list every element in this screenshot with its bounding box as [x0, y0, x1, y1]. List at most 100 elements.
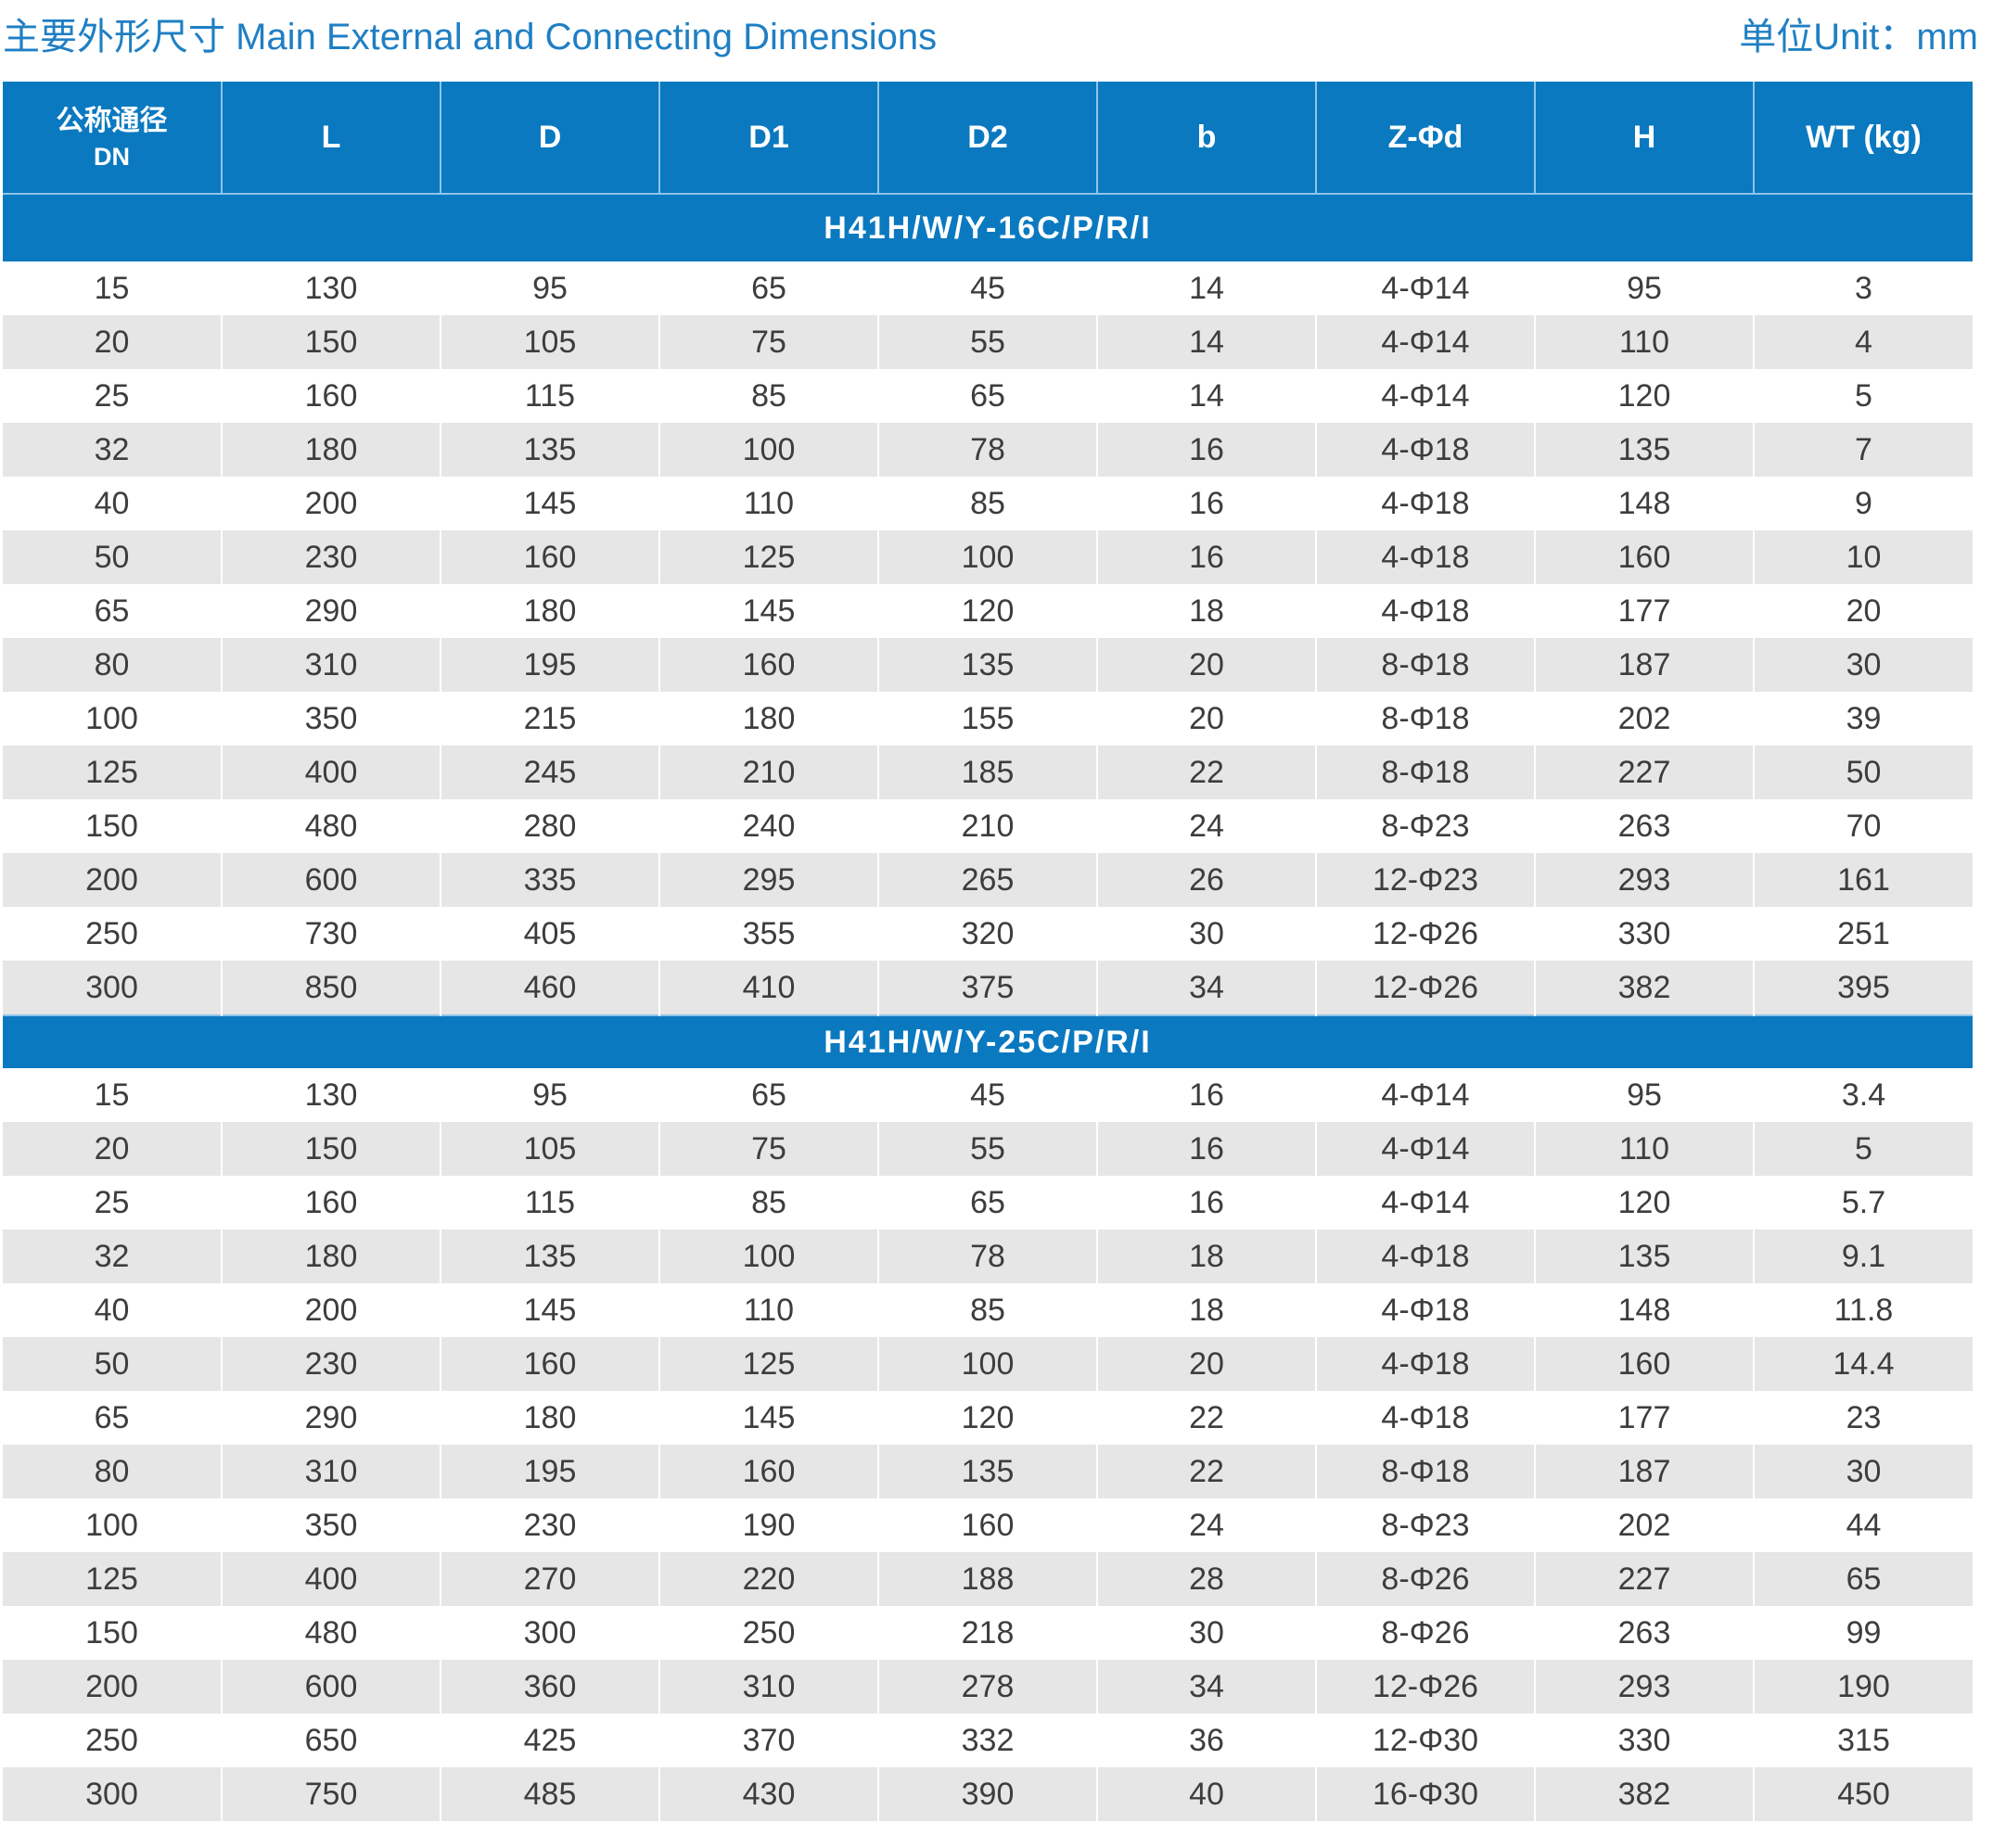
- cell-d2: 78: [877, 1230, 1097, 1283]
- cell-dn: 300: [3, 961, 222, 1015]
- cell-d: 460: [440, 961, 659, 1015]
- cell-d2: 120: [877, 1391, 1097, 1445]
- cell-dn: 80: [3, 638, 222, 692]
- cell-z-phi-d: 8-Φ18: [1315, 1445, 1535, 1498]
- cell-d1: 220: [658, 1552, 878, 1606]
- cell-wt: 30: [1753, 1445, 1973, 1498]
- cell-d2: 375: [877, 961, 1097, 1015]
- cell-wt: 3: [1753, 261, 1973, 315]
- cell-h: 95: [1534, 1068, 1754, 1122]
- cell-d2: 210: [877, 799, 1097, 853]
- cell-l: 400: [221, 1552, 441, 1606]
- cell-l: 310: [221, 638, 441, 692]
- cell-d1: 355: [658, 907, 878, 961]
- cell-h: 110: [1534, 315, 1754, 369]
- cell-dn: 100: [3, 1498, 222, 1552]
- cell-d: 245: [440, 746, 659, 799]
- cell-d2: 45: [877, 261, 1097, 315]
- cell-d: 405: [440, 907, 659, 961]
- cell-b: 24: [1096, 799, 1316, 853]
- column-header-dn: 公称通径 DN: [3, 82, 222, 194]
- cell-z-phi-d: 4-Φ18: [1315, 530, 1535, 584]
- cell-d: 145: [440, 1283, 659, 1337]
- cell-d1: 75: [658, 1122, 878, 1176]
- cell-l: 130: [221, 1068, 441, 1122]
- cell-z-phi-d: 8-Φ23: [1315, 799, 1535, 853]
- cell-d2: 100: [877, 1337, 1097, 1391]
- cell-d: 360: [440, 1660, 659, 1714]
- cell-z-phi-d: 4-Φ18: [1315, 1283, 1535, 1337]
- cell-b: 22: [1096, 746, 1316, 799]
- cell-z-phi-d: 8-Φ23: [1315, 1498, 1535, 1552]
- cell-d: 95: [440, 1068, 659, 1122]
- table-row: 250 650 425 370 332 36 12-Φ30 330 315: [3, 1714, 1973, 1767]
- cell-b: 14: [1096, 315, 1316, 369]
- table-row: 150 480 280 240 210 24 8-Φ23 263 70: [3, 799, 1973, 853]
- table-header: 公称通径 DN L D D1 D2 b Z-Φd H WT (kg): [3, 82, 1973, 194]
- cell-d1: 430: [658, 1767, 878, 1821]
- column-header-dn-en: DN: [94, 143, 130, 171]
- cell-dn: 50: [3, 530, 222, 584]
- table-row: 32 180 135 100 78 16 4-Φ18 135 7: [3, 423, 1973, 477]
- cell-b: 14: [1096, 369, 1316, 423]
- cell-dn: 50: [3, 1337, 222, 1391]
- cell-d1: 310: [658, 1660, 878, 1714]
- cell-h: 187: [1534, 638, 1754, 692]
- cell-h: 148: [1534, 1283, 1754, 1337]
- cell-wt: 65: [1753, 1552, 1973, 1606]
- cell-d: 180: [440, 584, 659, 638]
- cell-d1: 210: [658, 746, 878, 799]
- cell-dn: 150: [3, 799, 222, 853]
- column-header-d1: D1: [658, 82, 878, 194]
- cell-d2: 218: [877, 1606, 1097, 1660]
- table-row: 80 310 195 160 135 22 8-Φ18 187 30: [3, 1445, 1973, 1498]
- cell-b: 16: [1096, 1122, 1316, 1176]
- table-row: 32 180 135 100 78 18 4-Φ18 135 9.1: [3, 1230, 1973, 1283]
- cell-l: 310: [221, 1445, 441, 1498]
- cell-l: 290: [221, 1391, 441, 1445]
- cell-h: 187: [1534, 1445, 1754, 1498]
- cell-d1: 100: [658, 1230, 878, 1283]
- cell-d1: 160: [658, 1445, 878, 1498]
- cell-d2: 265: [877, 853, 1097, 907]
- cell-d2: 45: [877, 1068, 1097, 1122]
- cell-d: 195: [440, 638, 659, 692]
- cell-h: 120: [1534, 1176, 1754, 1230]
- cell-z-phi-d: 12-Φ30: [1315, 1714, 1535, 1767]
- cell-d1: 180: [658, 692, 878, 746]
- cell-z-phi-d: 12-Φ23: [1315, 853, 1535, 907]
- page-title: 主要外形尺寸 Main External and Connecting Dime…: [3, 17, 938, 57]
- group-title: H41H/W/Y-16C/P/R/I: [3, 193, 1973, 261]
- cell-d: 105: [440, 315, 659, 369]
- cell-wt: 99: [1753, 1606, 1973, 1660]
- cell-d2: 390: [877, 1767, 1097, 1821]
- cell-d2: 55: [877, 1122, 1097, 1176]
- column-header-h: H: [1534, 82, 1754, 194]
- cell-b: 34: [1096, 961, 1316, 1015]
- table-row: 20 150 105 75 55 16 4-Φ14 110 5: [3, 1122, 1973, 1176]
- cell-d2: 100: [877, 530, 1097, 584]
- column-header-z-phi-d: Z-Φd: [1315, 82, 1535, 194]
- cell-wt: 3.4: [1753, 1068, 1973, 1122]
- group-row: H41H/W/Y-25C/P/R/I: [3, 1014, 1973, 1068]
- table-row: 20 150 105 75 55 14 4-Φ14 110 4: [3, 315, 1973, 369]
- column-header-b: b: [1096, 82, 1316, 194]
- cell-z-phi-d: 4-Φ18: [1315, 584, 1535, 638]
- table-row: 40 200 145 110 85 16 4-Φ18 148 9: [3, 477, 1973, 530]
- cell-z-phi-d: 8-Φ26: [1315, 1606, 1535, 1660]
- table-row: 15 130 95 65 45 14 4-Φ14 95 3: [3, 261, 1973, 315]
- cell-z-phi-d: 8-Φ18: [1315, 746, 1535, 799]
- cell-dn: 40: [3, 1283, 222, 1337]
- cell-dn: 32: [3, 1230, 222, 1283]
- table-row: 80 310 195 160 135 20 8-Φ18 187 30: [3, 638, 1973, 692]
- cell-h: 135: [1534, 1230, 1754, 1283]
- cell-d2: 65: [877, 369, 1097, 423]
- cell-d1: 250: [658, 1606, 878, 1660]
- cell-h: 382: [1534, 1767, 1754, 1821]
- cell-h: 263: [1534, 799, 1754, 853]
- cell-wt: 11.8: [1753, 1283, 1973, 1337]
- table-row: 50 230 160 125 100 20 4-Φ18 160 14.4: [3, 1337, 1973, 1391]
- cell-h: 177: [1534, 1391, 1754, 1445]
- cell-b: 26: [1096, 853, 1316, 907]
- cell-z-phi-d: 12-Φ26: [1315, 1660, 1535, 1714]
